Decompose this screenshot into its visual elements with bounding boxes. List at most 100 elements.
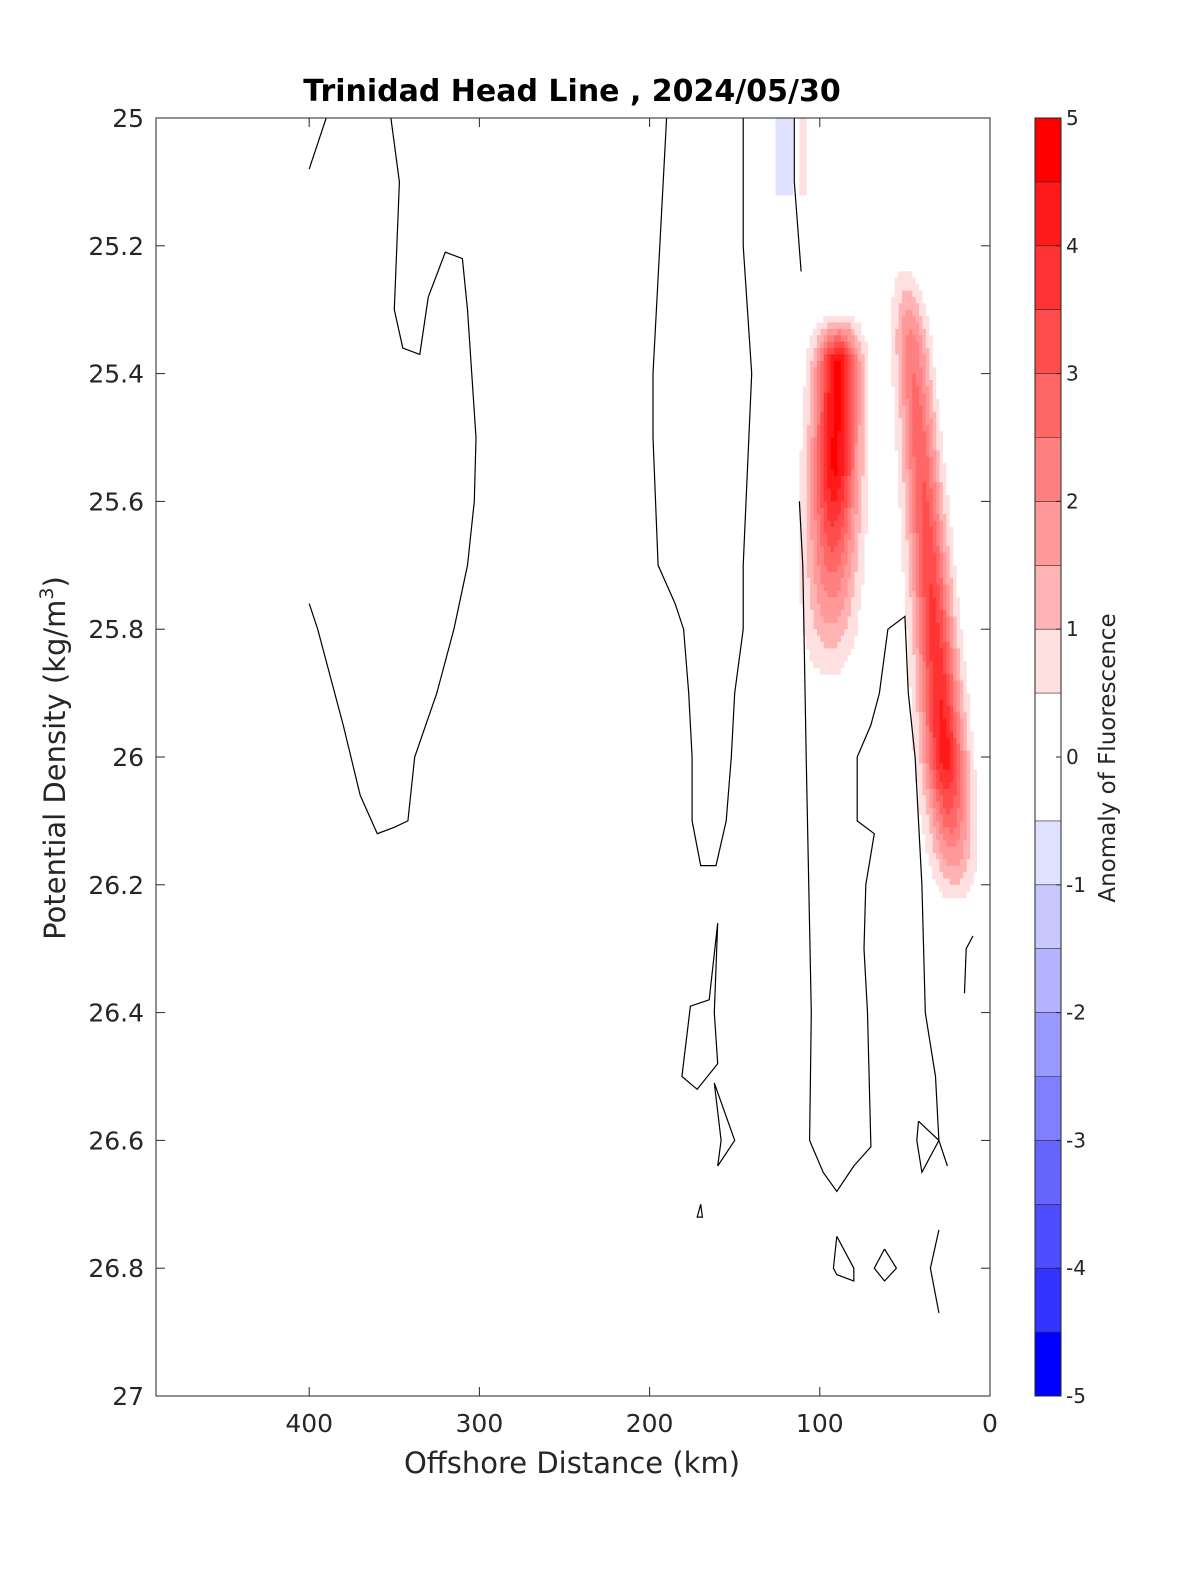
anomaly-cell <box>840 456 845 464</box>
anomaly-cell <box>819 514 824 522</box>
anomaly-cell <box>945 603 950 611</box>
anomaly-cell <box>921 680 926 688</box>
anomaly-cell <box>826 456 831 464</box>
anomaly-cell <box>833 411 838 419</box>
anomaly-cell <box>935 469 940 477</box>
anomaly-cell <box>901 392 906 400</box>
anomaly-cell <box>823 411 828 419</box>
anomaly-cell <box>802 162 807 170</box>
anomaly-cell <box>932 603 937 611</box>
anomaly-cell <box>949 884 954 892</box>
anomaly-cell <box>850 539 855 547</box>
anomaly-cell <box>949 546 954 554</box>
anomaly-cell <box>918 290 923 298</box>
anomaly-cell <box>972 833 977 841</box>
anomaly-cell <box>921 463 926 471</box>
anomaly-cell <box>802 143 807 151</box>
anomaly-cell <box>938 833 943 841</box>
anomaly-cell <box>901 552 906 560</box>
anomaly-cell <box>836 443 841 451</box>
anomaly-cell <box>959 769 964 777</box>
anomaly-cell <box>857 558 862 566</box>
anomaly-cell <box>789 169 794 177</box>
zero-contour-line <box>793 118 802 272</box>
anomaly-cell <box>860 456 865 464</box>
anomaly-cell <box>904 424 909 432</box>
anomaly-cell <box>812 507 817 515</box>
anomaly-cell <box>918 316 923 324</box>
anomaly-cell <box>836 322 841 330</box>
anomaly-cell <box>833 603 838 611</box>
anomaly-cell <box>789 137 794 145</box>
anomaly-cell <box>904 590 909 598</box>
anomaly-cell <box>921 316 926 324</box>
anomaly-cell <box>949 629 954 637</box>
anomaly-cell <box>942 686 947 694</box>
anomaly-cell <box>850 469 855 477</box>
y-tick-label: 26.8 <box>88 1254 144 1283</box>
anomaly-cell <box>908 373 913 381</box>
anomaly-cell <box>911 654 916 662</box>
anomaly-cell <box>918 693 923 701</box>
anomaly-cell <box>809 526 814 534</box>
anomaly-cell <box>959 782 964 790</box>
anomaly-cell <box>945 507 950 515</box>
anomaly-cell <box>915 309 920 317</box>
anomaly-cell <box>819 341 824 349</box>
anomaly-cell <box>778 149 783 157</box>
anomaly-cell <box>915 578 920 586</box>
anomaly-cell <box>952 578 957 586</box>
anomaly-cell <box>945 578 950 586</box>
anomaly-cell <box>928 820 933 828</box>
anomaly-cell <box>809 469 814 477</box>
anomaly-cell <box>802 514 807 522</box>
anomaly-cell <box>921 367 926 375</box>
anomaly-cell <box>850 348 855 356</box>
anomaly-cell <box>952 808 957 816</box>
anomaly-cell <box>819 399 824 407</box>
anomaly-cell <box>843 373 848 381</box>
anomaly-cell <box>935 475 940 483</box>
anomaly-cell <box>911 725 916 733</box>
anomaly-cell <box>894 386 899 394</box>
anomaly-cell <box>921 507 926 515</box>
anomaly-cell <box>775 188 780 196</box>
anomaly-cell <box>925 705 930 713</box>
anomaly-cell <box>935 610 940 618</box>
anomaly-cell <box>836 584 841 592</box>
anomaly-cell <box>966 699 971 707</box>
anomaly-cell <box>925 635 930 643</box>
anomaly-cell <box>853 405 858 413</box>
anomaly-cell <box>945 673 950 681</box>
anomaly-cell <box>857 373 862 381</box>
anomaly-cell <box>918 795 923 803</box>
anomaly-cell <box>918 399 923 407</box>
anomaly-cell <box>826 424 831 432</box>
anomaly-cell <box>928 386 933 394</box>
anomaly-cell <box>921 328 926 336</box>
anomaly-cell <box>857 399 862 407</box>
anomaly-cell <box>860 520 865 528</box>
anomaly-cell <box>898 488 903 496</box>
anomaly-cell <box>812 565 817 573</box>
anomaly-cell <box>908 399 913 407</box>
anomaly-cell <box>830 648 835 656</box>
anomaly-cell <box>830 590 835 598</box>
anomaly-cell <box>833 610 838 618</box>
anomaly-cell <box>942 859 947 867</box>
anomaly-cell <box>904 418 909 426</box>
anomaly-cell <box>904 546 909 554</box>
anomaly-cell <box>955 629 960 637</box>
anomaly-cell <box>860 418 865 426</box>
anomaly-cell <box>901 277 906 285</box>
anomaly-cell <box>945 878 950 886</box>
anomaly-cell <box>864 379 869 387</box>
anomaly-cell <box>962 737 967 745</box>
anomaly-cell <box>955 865 960 873</box>
anomaly-cell <box>830 348 835 356</box>
anomaly-cell <box>812 533 817 541</box>
anomaly-cell <box>904 463 909 471</box>
anomaly-cell <box>843 437 848 445</box>
anomaly-cell <box>826 584 831 592</box>
anomaly-cell <box>915 469 920 477</box>
